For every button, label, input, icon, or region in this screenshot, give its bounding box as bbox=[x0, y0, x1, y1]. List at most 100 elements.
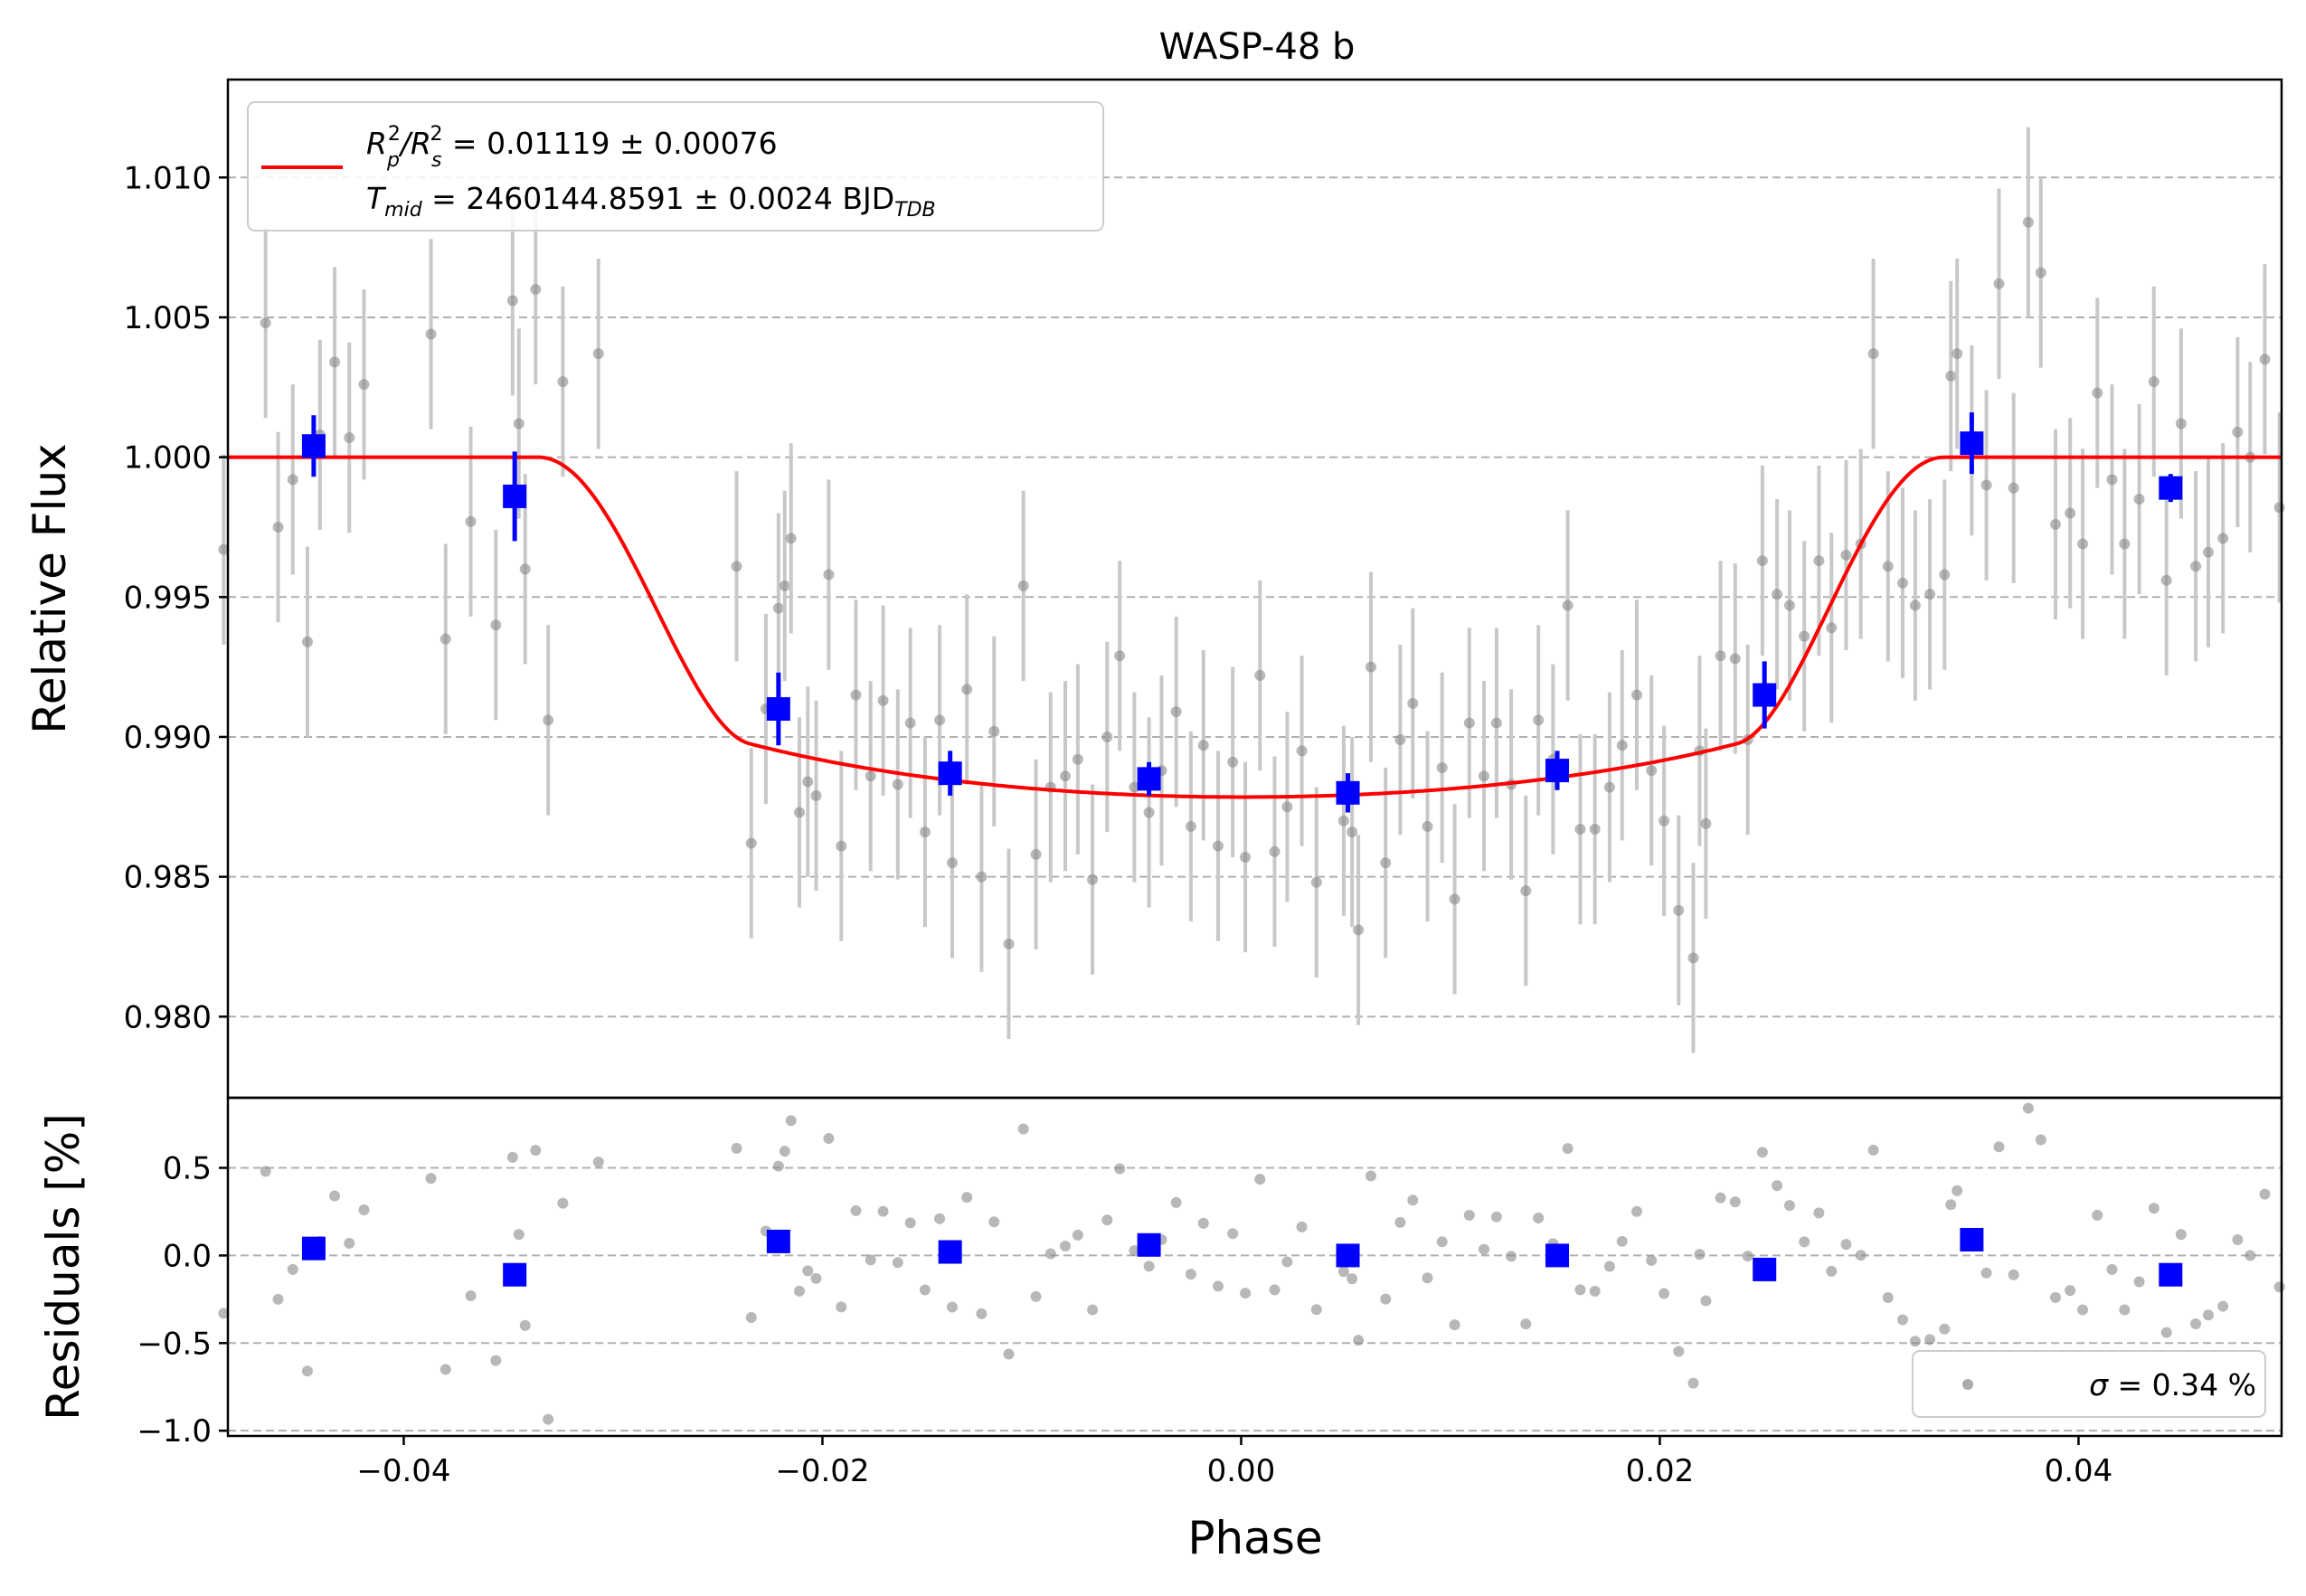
residual-point bbox=[1017, 1123, 1029, 1135]
residual-point bbox=[877, 1205, 889, 1217]
residual-point bbox=[2232, 1233, 2244, 1245]
residual-point bbox=[1742, 1251, 1753, 1262]
residual-y-axis-label: Residuals [%] bbox=[37, 1113, 90, 1421]
y-tick-label: 0.990 bbox=[124, 720, 212, 756]
residual-point bbox=[1694, 1249, 1706, 1261]
residual-point bbox=[1347, 1273, 1358, 1285]
raw-point bbox=[1197, 740, 1209, 751]
raw-point bbox=[1003, 938, 1015, 949]
residual-panel-frame bbox=[226, 1096, 2283, 1438]
residual-point bbox=[2259, 1188, 2271, 1200]
raw-point bbox=[793, 807, 805, 818]
residual-point bbox=[519, 1319, 531, 1331]
residual-grid bbox=[228, 1166, 2282, 1432]
raw-point bbox=[865, 770, 876, 782]
residual-point bbox=[1945, 1199, 1957, 1211]
residual-point bbox=[772, 1160, 784, 1172]
sigma-legend-entry: σ = 0.34 % bbox=[2089, 1367, 2256, 1402]
raw-point bbox=[1353, 924, 1365, 936]
raw-point bbox=[1980, 479, 1992, 491]
residual-point bbox=[1422, 1272, 1433, 1284]
residual-point bbox=[490, 1355, 502, 1366]
residual-point bbox=[1840, 1239, 1852, 1251]
residual-point bbox=[1003, 1348, 1015, 1360]
residual-point bbox=[1407, 1195, 1419, 1206]
sigma-legend-box bbox=[1912, 1350, 2266, 1418]
residual-point bbox=[1129, 1245, 1140, 1257]
y-tick-label: 1.005 bbox=[124, 300, 212, 336]
binned-residual-point bbox=[1137, 1232, 1161, 1257]
raw-point bbox=[802, 776, 814, 788]
y-tick-label: 1.010 bbox=[124, 160, 212, 196]
binned-residual-point bbox=[766, 1229, 790, 1253]
raw-point bbox=[934, 714, 946, 726]
residual-point bbox=[1799, 1236, 1810, 1248]
residual-point bbox=[1394, 1216, 1406, 1228]
residual-point bbox=[1254, 1174, 1266, 1185]
raw-point bbox=[1185, 820, 1196, 832]
raw-point bbox=[1945, 370, 1957, 382]
residual-point bbox=[1197, 1217, 1209, 1229]
residual-point bbox=[836, 1301, 847, 1313]
residual-point bbox=[961, 1192, 973, 1204]
y-tick-label: 0.985 bbox=[124, 860, 212, 896]
raw-point bbox=[260, 317, 271, 329]
residual-point bbox=[1296, 1221, 1308, 1232]
raw-point bbox=[1646, 765, 1658, 777]
residual-point bbox=[1436, 1236, 1448, 1248]
residual-point bbox=[1924, 1334, 1936, 1346]
residual-point bbox=[557, 1197, 569, 1209]
residual-point bbox=[1072, 1229, 1083, 1241]
residual-point bbox=[1980, 1267, 1992, 1279]
residual-point bbox=[2092, 1209, 2103, 1221]
residual-point bbox=[1783, 1200, 1795, 1212]
raw-point bbox=[1380, 857, 1392, 869]
residual-point bbox=[287, 1263, 298, 1275]
raw-point bbox=[1700, 817, 1712, 829]
binned-residual-point bbox=[938, 1240, 962, 1264]
raw-point bbox=[1240, 851, 1252, 863]
binned-residual-point bbox=[1336, 1243, 1360, 1268]
raw-point bbox=[1562, 600, 1574, 611]
raw-point bbox=[1227, 756, 1239, 768]
raw-point bbox=[358, 379, 370, 391]
raw-point bbox=[779, 580, 790, 591]
raw-point bbox=[836, 840, 847, 852]
residual-point bbox=[1700, 1295, 1712, 1307]
residual-point bbox=[1882, 1292, 1894, 1304]
x-tick-label: −0.04 bbox=[356, 1453, 450, 1489]
sigma-legend: σ = 0.34 % bbox=[1912, 1350, 2266, 1418]
raw-point bbox=[1603, 781, 1615, 793]
binned-point bbox=[1137, 767, 1161, 791]
residual-point bbox=[745, 1312, 757, 1324]
residual-point bbox=[785, 1115, 797, 1127]
x-tick-label: 0.04 bbox=[2045, 1453, 2113, 1489]
raw-point bbox=[1478, 770, 1489, 782]
binned-point bbox=[301, 434, 326, 458]
raw-point bbox=[1715, 650, 1726, 662]
raw-point bbox=[329, 356, 341, 368]
residual-point bbox=[2119, 1304, 2131, 1316]
raw-point bbox=[1337, 815, 1349, 826]
raw-point bbox=[2092, 387, 2103, 399]
binned-point bbox=[766, 697, 790, 722]
binned-residual-point bbox=[1753, 1257, 1777, 1281]
binned-residual-points bbox=[301, 1227, 2183, 1287]
raw-point bbox=[2217, 533, 2229, 544]
raw-point bbox=[1254, 669, 1266, 681]
raw-point bbox=[557, 376, 569, 388]
raw-point bbox=[1756, 555, 1768, 567]
residual-point bbox=[850, 1204, 862, 1216]
residual-point bbox=[1993, 1141, 2005, 1153]
y-tick-label: 0.5 bbox=[163, 1151, 212, 1187]
residual-point bbox=[1659, 1288, 1670, 1299]
binned-point bbox=[1336, 780, 1360, 805]
residual-point bbox=[1490, 1211, 1502, 1223]
raw-point bbox=[1882, 561, 1894, 572]
residual-point bbox=[793, 1285, 805, 1297]
raw-point bbox=[2119, 538, 2131, 550]
raw-point bbox=[1347, 826, 1358, 838]
residual-point bbox=[425, 1173, 437, 1185]
raw-flux-points bbox=[218, 127, 2285, 1053]
y-tick-label: −0.5 bbox=[137, 1326, 212, 1362]
